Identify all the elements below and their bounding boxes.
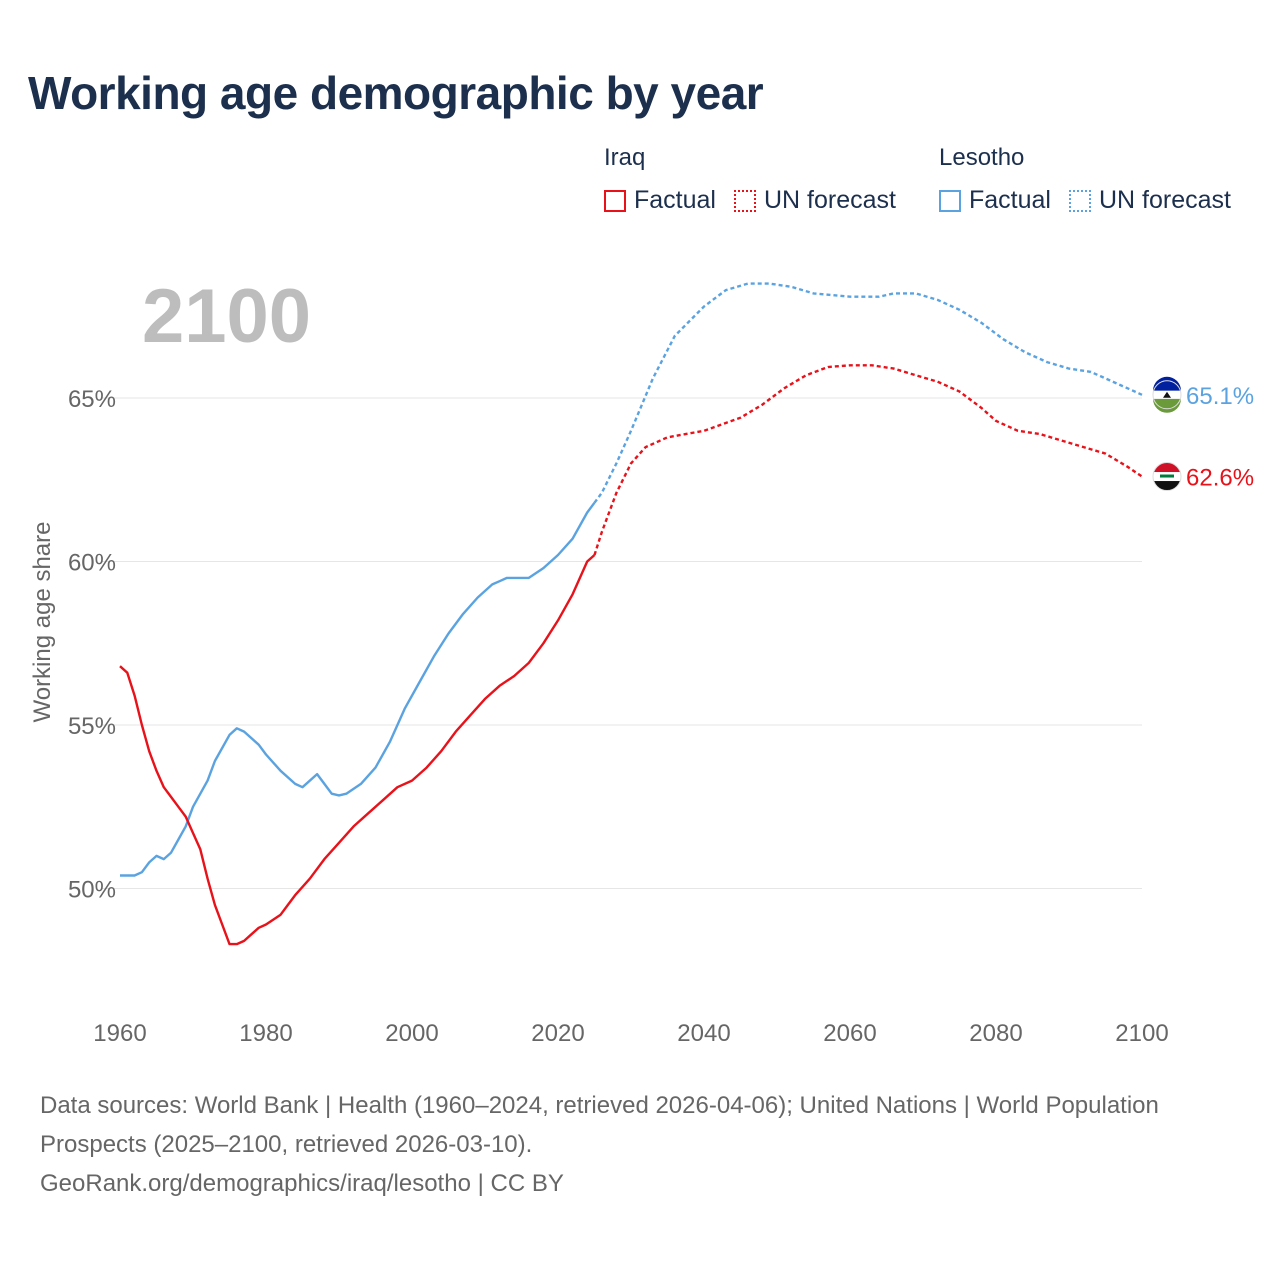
series-line-iraq-factual — [119, 554, 596, 946]
series-lines — [119, 282, 1143, 946]
legend-group-title: Lesotho — [939, 144, 1025, 171]
y-tick-label: 55% — [68, 713, 116, 740]
legend-label: Factual — [634, 186, 716, 214]
iraq-end-label: 62.6% — [1186, 465, 1254, 492]
legend-item-iraq-factual[interactable]: Factual — [604, 186, 716, 215]
line-chart: 50% 55% 60% 65% 1960 1980 2000 2020 2040 2060 208… — [29, 274, 1254, 1047]
iraq-flag-icon — [1152, 462, 1182, 492]
x-tick-label: 2080 — [969, 1020, 1022, 1047]
legend-swatch-solid — [939, 189, 961, 212]
y-axis-ticks: 50% 55% 60% 65% — [68, 386, 116, 904]
x-tick-label: 1980 — [239, 1020, 292, 1047]
legend-label: UN forecast — [763, 186, 896, 214]
legend-group-title: Iraq — [604, 144, 646, 171]
legend-group-lesotho: Lesotho Factual UN forecast — [939, 144, 1249, 215]
legend-group-iraq: Iraq Factual UN forecast — [604, 144, 914, 215]
series-line-lesotho-forecast — [593, 282, 1143, 504]
x-tick-label: 2000 — [385, 1020, 438, 1047]
legend-item-iraq-forecast[interactable]: UN forecast — [733, 186, 896, 215]
legend-label: UN forecast — [1098, 186, 1231, 214]
lesotho-end-label: 65.1% — [1186, 383, 1254, 410]
legend-swatch-solid — [604, 189, 626, 212]
series-line-lesotho-factual — [120, 501, 596, 877]
x-tick-label: 2020 — [531, 1020, 584, 1047]
end-markers: 65.1% 62.6% — [1152, 376, 1254, 492]
series-line-iraq-forecast — [593, 364, 1143, 556]
source-line-2: GeoRank.org/demographics/iraq/lesotho | … — [40, 1170, 564, 1197]
chart-title: Working age demographic by year — [28, 67, 764, 119]
legend-item-lesotho-forecast[interactable]: UN forecast — [1068, 186, 1231, 215]
legend-label: Factual — [969, 186, 1051, 214]
legend-item-lesotho-factual[interactable]: Factual — [939, 186, 1051, 215]
year-watermark: 2100 — [142, 274, 311, 359]
x-tick-label: 2100 — [1115, 1020, 1168, 1047]
y-axis-label: Working age share — [29, 522, 56, 723]
gridlines — [102, 397, 1142, 890]
x-tick-label: 2040 — [677, 1020, 730, 1047]
y-tick-label: 60% — [68, 550, 116, 577]
legend-swatch-dotted — [733, 189, 756, 212]
x-tick-label: 1960 — [93, 1020, 146, 1047]
x-axis-ticks: 1960 1980 2000 2020 2040 2060 2080 2100 — [93, 1020, 1168, 1047]
source-line-1: Data sources: World Bank | Health (1960–… — [40, 1092, 1159, 1158]
source-note: Data sources: World Bank | Health (1960–… — [40, 1086, 1220, 1203]
y-tick-label: 50% — [68, 877, 116, 904]
x-tick-label: 2060 — [823, 1020, 876, 1047]
y-tick-label: 65% — [68, 386, 116, 413]
legend-swatch-dotted — [1068, 189, 1091, 212]
lesotho-flag-icon — [1152, 376, 1182, 413]
